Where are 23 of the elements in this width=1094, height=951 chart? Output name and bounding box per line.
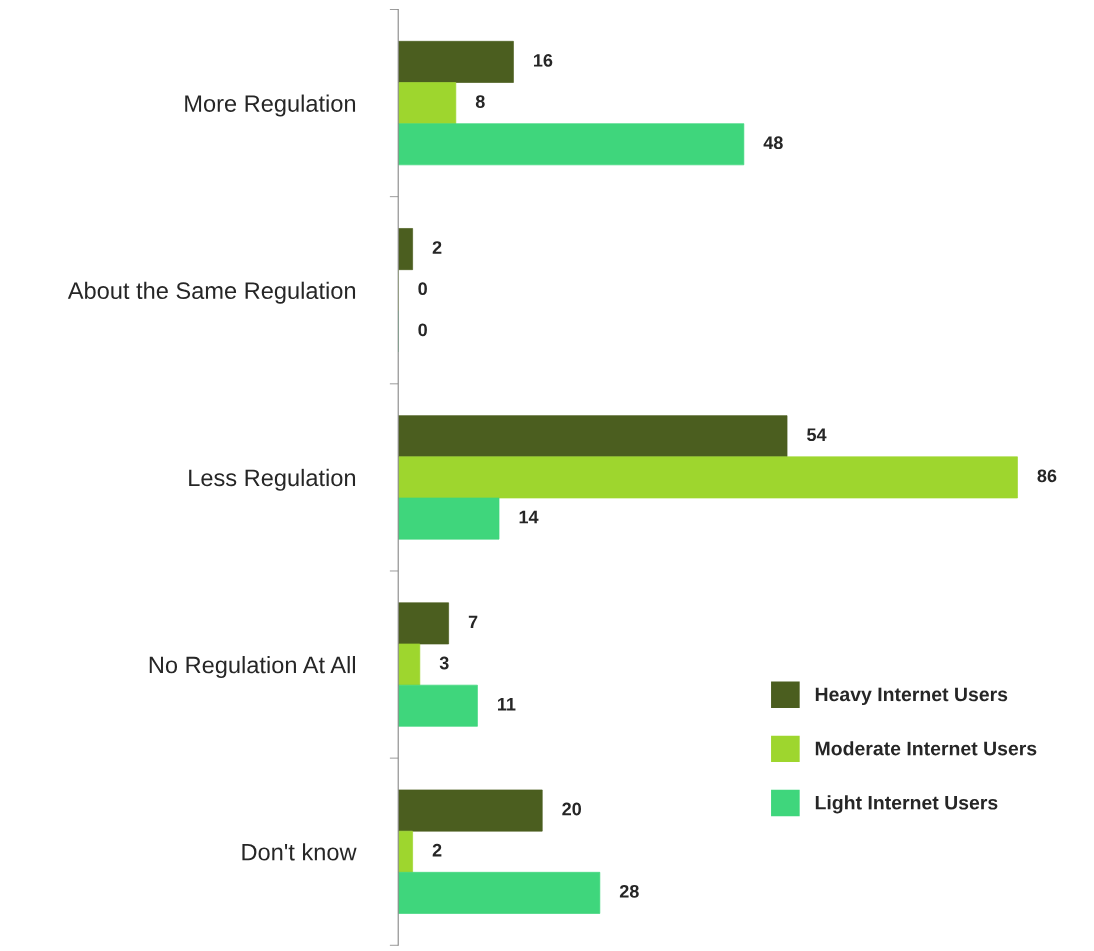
data-label: 2 xyxy=(432,241,442,254)
data-label: 14 xyxy=(519,510,539,524)
y-tick-label: Less Regulation xyxy=(189,468,356,491)
data-label: 8 xyxy=(475,95,485,108)
y-tick-label: No Regulation At All xyxy=(149,656,355,679)
data-label: 28 xyxy=(619,884,639,898)
legend-label: Moderate Internet Users xyxy=(815,741,1037,756)
data-label: 7 xyxy=(468,615,478,629)
data-label: 86 xyxy=(1037,469,1057,483)
data-label: 16 xyxy=(534,53,553,67)
data-label: 0 xyxy=(418,323,427,337)
data-label: 3 xyxy=(439,656,449,670)
data-label: 48 xyxy=(763,136,783,150)
y-tick-label: More Regulation xyxy=(185,94,356,117)
data-label: 20 xyxy=(562,802,582,816)
data-label: 11 xyxy=(498,697,516,711)
data-label: 0 xyxy=(418,282,427,296)
data-label: 2 xyxy=(432,843,442,857)
legend-label: Light Internet Users xyxy=(815,795,998,814)
data-label: 54 xyxy=(807,428,827,442)
y-tick-label: Don't know xyxy=(242,843,357,861)
legend-label: Heavy Internet Users xyxy=(815,687,1008,706)
y-tick-label: About the Same Regulation xyxy=(67,281,356,304)
